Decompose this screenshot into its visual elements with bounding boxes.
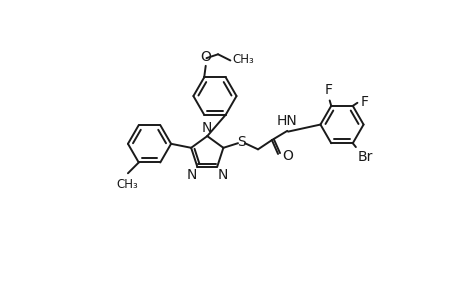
Text: CH₃: CH₃ — [116, 178, 138, 191]
Text: N: N — [218, 168, 228, 182]
Text: Br: Br — [357, 150, 372, 164]
Text: CH₃: CH₃ — [232, 53, 254, 66]
Text: F: F — [324, 83, 331, 98]
Text: N: N — [202, 121, 212, 135]
Text: O: O — [281, 148, 292, 163]
Text: F: F — [360, 95, 368, 109]
Text: O: O — [200, 50, 211, 64]
Text: N: N — [186, 168, 196, 182]
Text: S: S — [236, 135, 245, 148]
Text: HN: HN — [275, 114, 296, 128]
